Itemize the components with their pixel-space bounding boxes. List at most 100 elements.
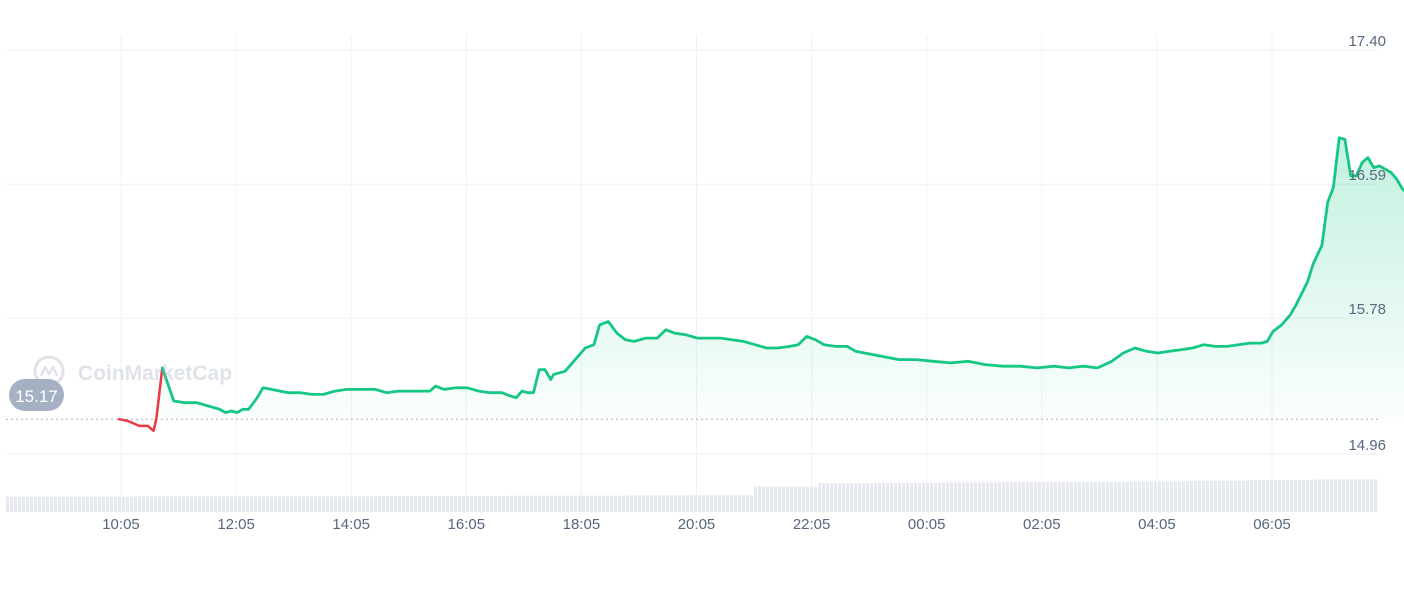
volume-bar — [1214, 480, 1217, 512]
volume-bar — [122, 496, 125, 512]
volume-bar — [1354, 479, 1357, 512]
volume-bar — [338, 496, 341, 512]
volume-bar — [874, 483, 877, 512]
badge-value: 15.17 — [15, 387, 58, 406]
volume-bar — [598, 495, 601, 512]
volume-bar — [802, 486, 805, 512]
volume-bar — [1374, 479, 1377, 512]
volume-bar — [1370, 479, 1373, 512]
volume-bar — [406, 496, 409, 512]
volume-bar — [1158, 481, 1161, 512]
volume-bar — [1154, 481, 1157, 512]
volume-bar — [158, 496, 161, 512]
volume-bar — [150, 496, 153, 512]
volume-bar — [58, 496, 61, 512]
volume-bar — [710, 495, 713, 512]
volume-bar — [186, 496, 189, 512]
volume-bar — [210, 496, 213, 512]
volume-bar — [1182, 481, 1185, 512]
volume-bar — [502, 496, 505, 512]
volume-bar — [786, 486, 789, 512]
volume-bar — [1246, 480, 1249, 512]
volume-bar — [390, 496, 393, 512]
volume-bar — [346, 496, 349, 512]
volume-bar — [138, 496, 141, 512]
volume-bar — [1362, 479, 1365, 512]
volume-bar — [1078, 481, 1081, 512]
x-tick-label: 12:05 — [217, 516, 255, 533]
volume-bar — [1042, 482, 1045, 512]
volume-bar — [790, 486, 793, 512]
volume-bar — [1270, 480, 1273, 512]
volume-bar — [1030, 482, 1033, 512]
volume-bar — [46, 496, 49, 512]
volume-bar — [826, 483, 829, 512]
x-tick-label: 20:05 — [678, 516, 716, 533]
volume-bar — [1342, 479, 1345, 512]
volume-bar — [510, 495, 513, 512]
volume-bar — [774, 486, 777, 512]
volume-bar — [226, 496, 229, 512]
volume-bar — [514, 495, 517, 512]
volume-bar — [1122, 481, 1125, 512]
x-tick-label: 06:05 — [1253, 516, 1291, 533]
volume-bar — [1298, 480, 1301, 512]
volume-bar — [126, 496, 129, 512]
x-tick-label: 14:05 — [332, 516, 370, 533]
volume-bar — [1366, 479, 1369, 512]
volume-bar — [66, 496, 69, 512]
volume-bar — [794, 486, 797, 512]
volume-bar — [1058, 482, 1061, 512]
volume-bar — [82, 496, 85, 512]
volume-bar — [154, 496, 157, 512]
volume-bar — [986, 482, 989, 512]
volume-bar — [262, 496, 265, 512]
volume-bar — [1050, 482, 1053, 512]
volume-bar — [950, 482, 953, 512]
current-price-badge: 15.17 — [9, 379, 64, 411]
volume-bar — [518, 495, 521, 512]
volume-bar — [782, 486, 785, 512]
volume-bar — [694, 495, 697, 512]
volume-bar — [330, 496, 333, 512]
volume-bar — [202, 496, 205, 512]
volume-bar — [602, 495, 605, 512]
volume-bar — [1358, 479, 1361, 512]
volume-bar — [486, 496, 489, 512]
volume-bar — [762, 486, 765, 512]
volume-bar — [454, 496, 457, 512]
volume-bar — [146, 496, 149, 512]
volume-layer — [6, 479, 1377, 512]
volume-bar — [1002, 482, 1005, 512]
volume-bar — [1334, 479, 1337, 512]
volume-bar — [1110, 481, 1113, 512]
volume-bar — [1174, 481, 1177, 512]
volume-bar — [654, 495, 657, 512]
volume-bar — [942, 482, 945, 512]
volume-bar — [894, 482, 897, 512]
volume-bar — [78, 496, 81, 512]
price-area — [119, 137, 1404, 420]
volume-bar — [1026, 482, 1029, 512]
volume-bar — [302, 496, 305, 512]
volume-bar — [646, 495, 649, 512]
volume-bar — [558, 495, 561, 512]
volume-bar — [990, 482, 993, 512]
volume-bar — [622, 495, 625, 512]
volume-bar — [166, 496, 169, 512]
volume-bar — [878, 482, 881, 512]
volume-bar — [770, 486, 773, 512]
volume-bar — [778, 486, 781, 512]
volume-bar — [898, 482, 901, 512]
volume-bar — [846, 483, 849, 512]
volume-bar — [410, 496, 413, 512]
volume-bar — [766, 486, 769, 512]
volume-bar — [530, 495, 533, 512]
volume-bar — [938, 482, 941, 512]
x-tick-label: 04:05 — [1138, 516, 1176, 533]
x-tick-label: 00:05 — [908, 516, 946, 533]
volume-bar — [686, 495, 689, 512]
volume-bar — [1346, 479, 1349, 512]
